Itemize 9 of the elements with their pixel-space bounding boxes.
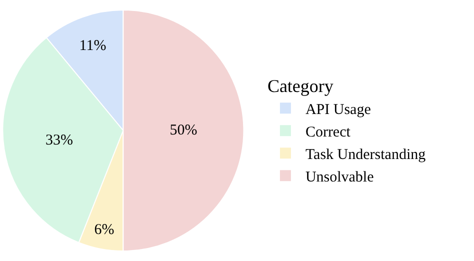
legend-label: API Usage — [305, 102, 372, 118]
legend-title: Category — [267, 76, 334, 96]
legend-label: Correct — [305, 124, 352, 140]
data-label: 33% — [46, 132, 74, 149]
data-label: 6% — [94, 222, 114, 238]
data-label: 11% — [79, 38, 106, 54]
legend-label: Unsolvable — [305, 170, 374, 186]
data-label: 50% — [170, 122, 198, 138]
legend-label: Task Understanding — [305, 147, 426, 163]
